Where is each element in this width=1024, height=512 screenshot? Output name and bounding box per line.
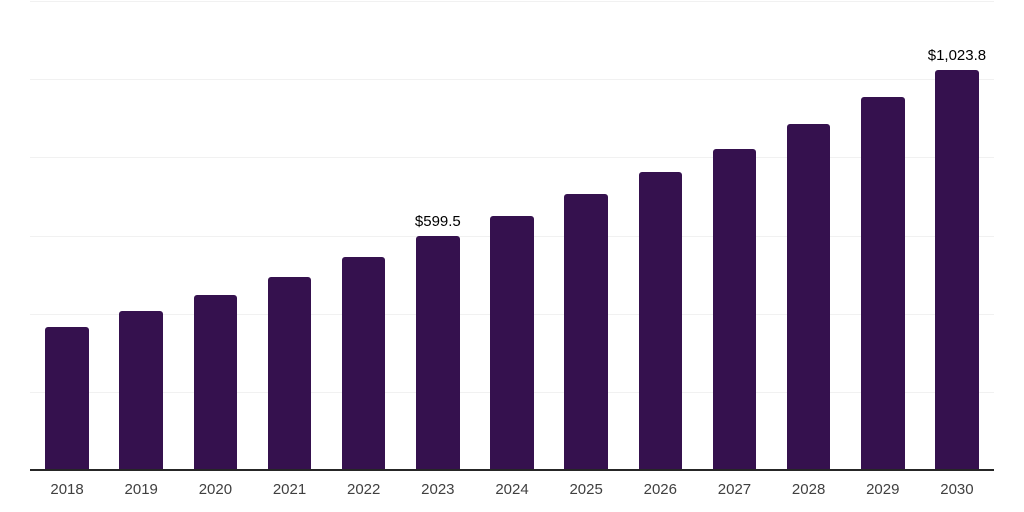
x-tick-label-2027: 2027 — [717, 481, 752, 498]
gridline-1000 — [30, 79, 994, 81]
bar-2021 — [267, 276, 312, 470]
x-tick-label-2026: 2026 — [643, 481, 677, 498]
bar-2030 — [935, 69, 979, 470]
x-tick-label-2025: 2025 — [569, 481, 603, 498]
x-tick-label-2030: 2030 — [940, 481, 974, 498]
plot-area: $599.5 $1,023.8 — [30, 1, 994, 471]
bar-2018 — [45, 326, 89, 470]
x-tick-label-2022: 2022 — [347, 481, 381, 498]
bar-value-label-2023: $599.5 — [414, 212, 461, 230]
bar-2029 — [861, 96, 905, 470]
x-tick-label-2023: 2023 — [421, 481, 455, 498]
bar-2023 — [416, 235, 460, 470]
bar-2019 — [119, 311, 163, 470]
bar-value-label-2030: $1,023.8 — [927, 46, 987, 64]
bar-2024 — [490, 215, 534, 470]
gridline-800 — [30, 157, 994, 159]
x-tick-label-2018: 2018 — [50, 481, 84, 498]
x-tick-label-2029: 2029 — [866, 481, 900, 498]
x-axis-labels: 2018 2019 2020 2021 2022 2023 2024 2025 2026 2027… — [30, 480, 994, 502]
bar-2025 — [564, 194, 608, 470]
bar-2022 — [341, 256, 386, 470]
x-tick-label-2021: 2021 — [272, 481, 307, 498]
x-tick-label-2024: 2024 — [495, 481, 529, 498]
x-tick-label-2019: 2019 — [124, 481, 158, 498]
bar-2026 — [638, 171, 683, 470]
bar-2020 — [193, 294, 238, 470]
x-axis-line — [30, 469, 994, 471]
bar-2027 — [712, 149, 757, 470]
x-tick-label-2028: 2028 — [791, 481, 826, 498]
gridline-1200 — [30, 1, 994, 2]
x-tick-label-2020: 2020 — [198, 481, 233, 498]
bar-2028 — [786, 124, 831, 470]
